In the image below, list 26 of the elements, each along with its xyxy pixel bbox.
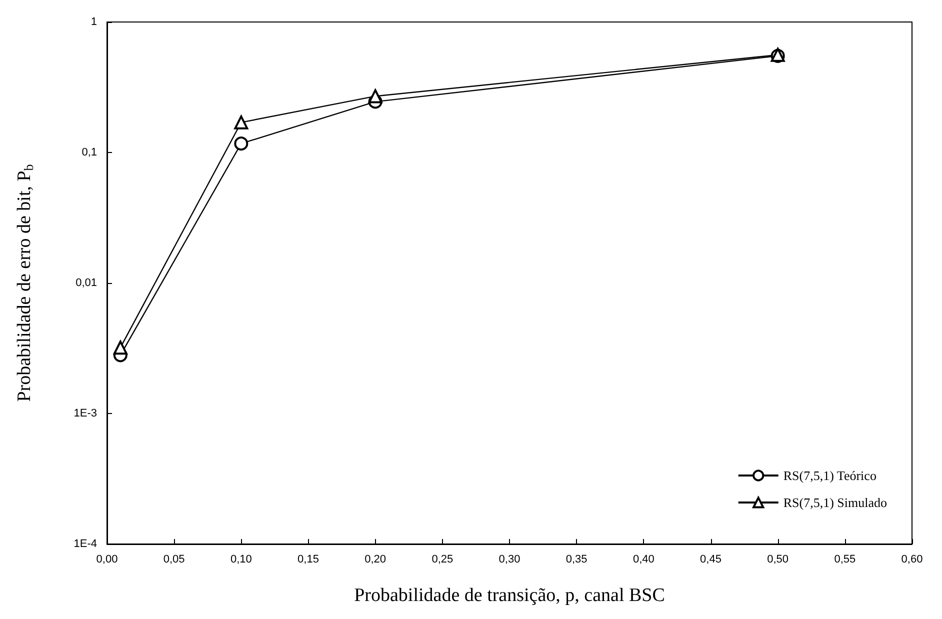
y-tick-label: 1 — [90, 16, 97, 28]
x-tick-label: 0,55 — [834, 554, 856, 566]
legend-label: RS(7,5,1) Teórico — [783, 468, 876, 483]
x-tick-label: 0,40 — [632, 554, 654, 566]
y-axis-title: Probabilidade de erro de bit, Pb — [14, 164, 36, 402]
x-tick-label: 0,60 — [901, 554, 923, 566]
x-axis-title: Probabilidade de transição, p, canal BSC — [354, 585, 665, 606]
x-tick-label: 0,25 — [432, 554, 454, 566]
x-tick-label: 0,00 — [96, 554, 118, 566]
x-tick-label: 0,15 — [298, 554, 319, 566]
y-tick-label: 1E-3 — [74, 408, 97, 420]
legend-label: RS(7,5,1) Simulado — [783, 495, 888, 510]
point — [234, 136, 248, 151]
x-tick-label: 0,45 — [700, 554, 722, 566]
x-tick-label: 0,20 — [364, 554, 386, 566]
y-tick-label: 1E-4 — [74, 538, 97, 550]
y-tick-label: 0,01 — [76, 277, 97, 289]
x-tick-label: 0,30 — [498, 554, 520, 566]
point — [113, 340, 128, 355]
point — [234, 115, 248, 130]
x-tick-label: 0,35 — [566, 554, 588, 566]
x-tick-label: 0,05 — [163, 554, 185, 566]
y-tick-label: 0,1 — [82, 146, 97, 158]
x-tick-label: 0,50 — [767, 554, 789, 566]
point — [368, 89, 382, 104]
x-tick-label: 0,10 — [230, 554, 252, 566]
